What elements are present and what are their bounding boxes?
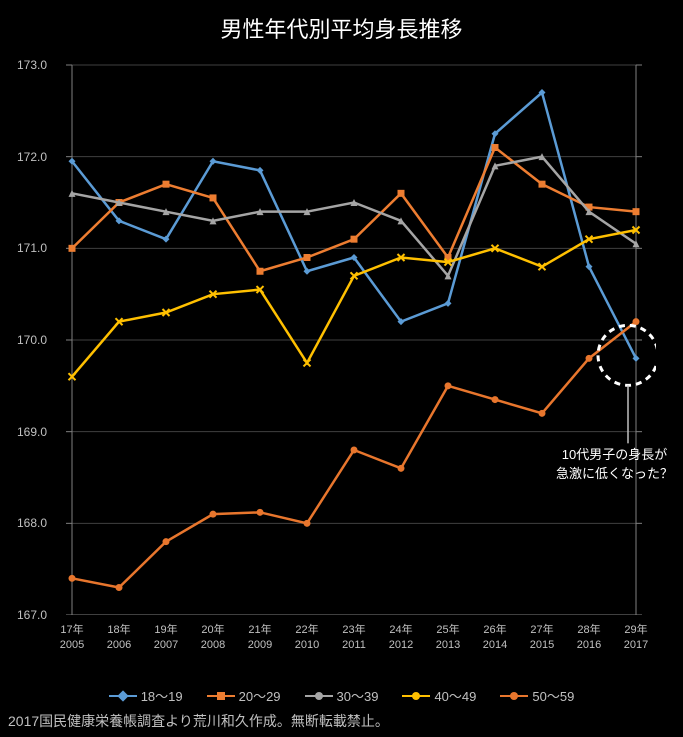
y-tick-label: 170.0 xyxy=(7,333,47,347)
y-tick-label: 173.0 xyxy=(7,58,47,72)
y-tick-label: 168.0 xyxy=(7,516,47,530)
x-tick-label: 23年2011 xyxy=(331,623,377,654)
x-tick-label: 26年2014 xyxy=(472,623,518,654)
x-tick-label: 25年2013 xyxy=(425,623,471,654)
y-tick-label: 172.0 xyxy=(7,150,47,164)
legend-label: 50〜59 xyxy=(532,686,574,705)
x-tick-label: 18年2006 xyxy=(96,623,142,654)
annotation-text: 10代男子の身長が急激に低くなった？ xyxy=(556,446,673,482)
x-tick-label: 19年2007 xyxy=(143,623,189,654)
chart-title: 男性年代別平均身長推移 xyxy=(0,0,683,44)
x-tick-label: 22年2010 xyxy=(284,623,330,654)
footer-text: 2017国民健康栄養帳調査より荒川和久作成。無断転載禁止。 xyxy=(8,711,389,731)
x-tick-label: 27年2015 xyxy=(519,623,565,654)
legend-item: 40〜49 xyxy=(402,686,476,705)
x-tick-label: 24年2012 xyxy=(378,623,424,654)
legend-label: 20〜29 xyxy=(239,686,281,705)
legend: 18〜19 20〜29 30〜39 40〜49 50〜59 xyxy=(0,686,683,705)
legend-item: 30〜39 xyxy=(305,686,379,705)
legend-label: 30〜39 xyxy=(337,686,379,705)
x-tick-label: 17年2005 xyxy=(49,623,95,654)
x-tick-label: 21年2009 xyxy=(237,623,283,654)
x-tick-label: 20年2008 xyxy=(190,623,236,654)
chart-plot xyxy=(52,55,656,615)
y-tick-label: 169.0 xyxy=(7,425,47,439)
legend-label: 40〜49 xyxy=(434,686,476,705)
legend-label: 18〜19 xyxy=(141,686,183,705)
legend-item: 20〜29 xyxy=(207,686,281,705)
x-tick-label: 29年2017 xyxy=(613,623,659,654)
y-tick-label: 167.0 xyxy=(7,608,47,622)
legend-item: 50〜59 xyxy=(500,686,574,705)
y-tick-label: 171.0 xyxy=(7,241,47,255)
chart-container: 男性年代別平均身長推移 173.0 172.0 171.0 170.0 169.0 168… xyxy=(0,0,683,737)
legend-item: 18〜19 xyxy=(109,686,183,705)
x-tick-label: 28年2016 xyxy=(566,623,612,654)
